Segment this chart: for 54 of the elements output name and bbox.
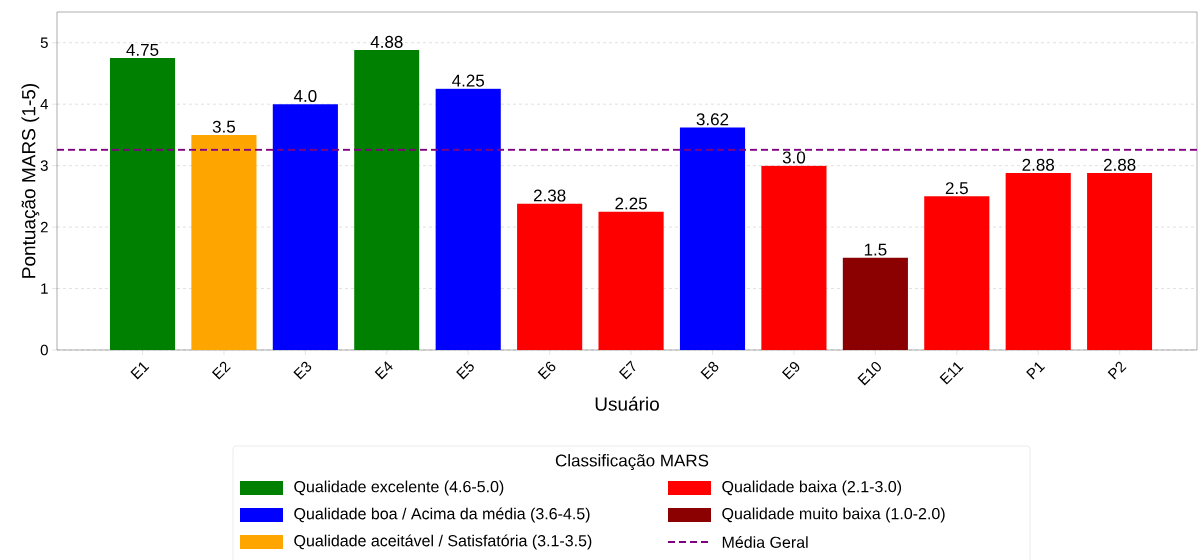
bar: [598, 211, 664, 350]
y-tick-label: 4: [40, 99, 49, 110]
x-tick-label: E6: [537, 361, 556, 380]
x-tick-label: E7: [618, 360, 636, 380]
y-tick-label: 3: [40, 160, 48, 171]
data-label: 1.5: [864, 243, 887, 256]
y-tick-label: 5: [40, 37, 48, 48]
bar: [354, 50, 420, 350]
x-tick-label: E2: [211, 361, 231, 380]
data-label: 4.88: [370, 35, 403, 48]
y-tick-label: 2: [40, 221, 48, 233]
data-label: 2.25: [615, 197, 647, 210]
data-label: 4.25: [452, 74, 485, 87]
data-label: 4.0: [293, 89, 317, 102]
bar: [272, 104, 338, 350]
x-axis-title: Usuário: [595, 396, 659, 411]
data-label: 2.5: [945, 182, 968, 195]
bar: [924, 196, 990, 350]
bar: [761, 165, 827, 350]
legend-label: Qualidade excelente (4.6-5.0): [294, 480, 504, 496]
legend-label: Qualidade muito baixa (1.0-2.0): [722, 507, 945, 523]
data-label: 3.5: [212, 120, 236, 133]
y-tick-label: 0: [40, 344, 48, 356]
bar: [1087, 173, 1153, 350]
bar: [435, 88, 501, 350]
legend-label: Qualidade baixa (2.1-3.0): [722, 480, 902, 496]
legend-label: Qualidade aceitável / Satisfatória (3.1-3.5): [294, 534, 592, 550]
legend-title: Classificação MARS: [555, 454, 709, 470]
bar: [191, 134, 257, 350]
x-tick-label: E4: [374, 361, 393, 380]
bar: [842, 257, 908, 350]
bar: [517, 203, 583, 350]
data-label: 3.62: [696, 113, 729, 126]
data-label: 3.0: [782, 151, 806, 164]
data-label: 4.75: [126, 44, 159, 56]
bar: [1005, 173, 1071, 350]
y-tick-label: 1: [41, 283, 48, 294]
x-tick-label: P1: [1026, 362, 1045, 380]
legend-label: Média Geral: [722, 536, 808, 548]
x-tick-label: E10: [857, 361, 881, 386]
data-label: 2.38: [533, 189, 566, 202]
y-axis-title: Pontuação MARS (1-5): [21, 84, 40, 278]
data-label: 2.88: [1103, 158, 1136, 171]
x-tick-label: E9: [781, 361, 800, 380]
bar: [109, 58, 176, 350]
x-tick-label: P2: [1107, 361, 1127, 380]
bar: [679, 127, 746, 350]
legend-label: Qualidade boa / Acima da média (3.6-4.5): [294, 507, 590, 523]
data-label: 2.88: [1022, 158, 1055, 171]
x-tick-label: E11: [939, 362, 964, 385]
x-tick-label: E3: [293, 361, 312, 380]
x-tick-label: E8: [700, 361, 719, 380]
x-tick-label: E5: [456, 360, 474, 380]
x-tick-label: E1: [130, 362, 150, 380]
